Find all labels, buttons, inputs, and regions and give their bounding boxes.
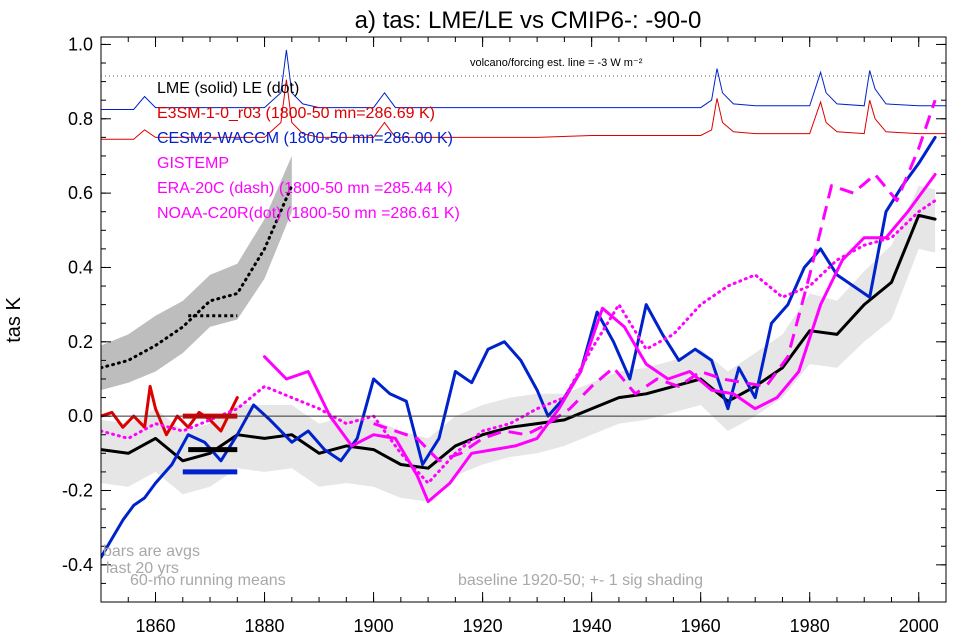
- series-line-era-20c-dash-1800-50-mn-285-44-k: [373, 99, 937, 463]
- series-line-gistemp: [263, 173, 937, 504]
- x-tick-label: 1900: [354, 616, 394, 636]
- axes-group: -0.4 -0.2 0.0 0.2 0.4 0.6 0.8 1.0 1860 1880 1900 19…: [62, 34, 947, 636]
- x-tick-label: 1920: [463, 616, 503, 636]
- y-tick-label: 0.8: [68, 109, 93, 129]
- x-tick-label: 1940: [572, 616, 612, 636]
- shade-le-dot: [101, 155, 292, 391]
- y-axis-label: tas K: [3, 297, 25, 343]
- y-tick-label: 0.4: [68, 257, 93, 277]
- forcing-note: volcano/forcing est. line = -3 W m⁻²: [470, 57, 643, 69]
- bars-note-line2: last 20 yrs: [106, 560, 179, 577]
- baseline-note: baseline 1920-50; +- 1 sig shading: [458, 572, 703, 589]
- y-tick-label: 1.0: [68, 34, 93, 54]
- y-tick-label: -0.2: [62, 480, 93, 500]
- series-line-lme-solid: [101, 213, 937, 470]
- legend-entry: LME (solid) LE (dot): [157, 80, 299, 97]
- y-tick-label: 0.2: [68, 332, 93, 352]
- forcing-group: [101, 49, 946, 140]
- x-tick-label: 1980: [790, 616, 830, 636]
- legend-entry: E3SM-1-0_r03 (1800-50 mn=286.69 K): [157, 105, 435, 122]
- x-tick-label: 1960: [681, 616, 721, 636]
- y-tick-label: 0.6: [68, 183, 93, 203]
- legend-entry: ERA-20C (dash) (1800-50 mn =285.44 K): [157, 180, 453, 197]
- x-tick-label: 1880: [245, 616, 285, 636]
- series-line-e3sm-1-0-r03-1800-50-mn-286-69-k: [101, 384, 239, 437]
- running-mean-note: 60-mo running means: [130, 572, 286, 589]
- bars-note-line1: bars are avgs: [103, 543, 200, 560]
- legend-entry: CESM2-WACCM (1800-50 mn=286.00 K): [157, 130, 453, 147]
- y-tick-label: -0.4: [62, 555, 93, 575]
- forcing-line-volcano-forcing-est: [101, 49, 946, 110]
- y-tick-label: 0.0: [68, 406, 93, 426]
- x-tick-label: 2000: [899, 616, 939, 636]
- series-group: [101, 99, 937, 559]
- plot-frame: [100, 36, 947, 603]
- x-tick-label: 1860: [135, 616, 175, 636]
- series-line-cesm2-waccm-1800-50-mn-286-00-k: [101, 135, 937, 559]
- legend-entry: GISTEMP: [157, 155, 229, 172]
- legend: LME (solid) LE (dot) E3SM-1-0_r03 (1800-5…: [157, 80, 460, 222]
- legend-entry: NOAA-C20R(dot) (1800-50 mn =286.61 K): [157, 205, 460, 222]
- shading-group: [101, 155, 936, 502]
- chart-title: a) tas: LME/LE vs CMIP6-: -90-0: [355, 7, 702, 34]
- shade-lme-solid: [101, 185, 936, 502]
- forcing-line-e3sm-1-0-r03-1800-50-mn-286-69-k: [101, 79, 946, 140]
